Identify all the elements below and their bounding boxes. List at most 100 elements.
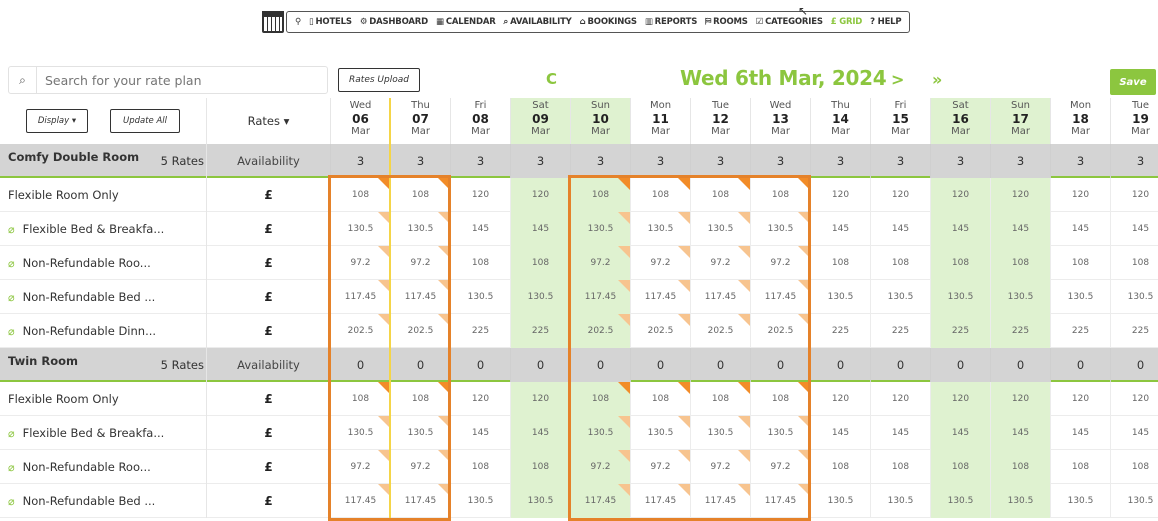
availability-cell[interactable]: 0: [990, 348, 1050, 382]
rate-cell[interactable]: 108: [930, 246, 990, 280]
availability-cell[interactable]: 3: [510, 144, 570, 178]
rate-cell[interactable]: 108: [450, 450, 510, 484]
rate-cell[interactable]: 108: [570, 382, 630, 416]
rate-cell[interactable]: 145: [930, 416, 990, 450]
rate-cell[interactable]: 108: [1050, 450, 1110, 484]
day-header-09[interactable]: Sat 09 Mar: [510, 98, 570, 144]
rate-cell[interactable]: 130.5: [870, 280, 930, 314]
rate-cell[interactable]: 130.5: [1110, 484, 1158, 518]
rate-cell[interactable]: 145: [450, 212, 510, 246]
rate-cell[interactable]: 130.5: [810, 280, 870, 314]
rate-cell[interactable]: 120: [450, 178, 510, 212]
availability-cell[interactable]: 0: [930, 348, 990, 382]
rate-cell[interactable]: 145: [870, 416, 930, 450]
rate-cell[interactable]: 108: [570, 178, 630, 212]
availability-cell[interactable]: 3: [630, 144, 690, 178]
nav-item-calendar[interactable]: ▦ CALENDAR: [436, 17, 496, 27]
nav-item-bookings[interactable]: ⌂ BOOKINGS: [580, 17, 637, 27]
availability-cell[interactable]: 3: [390, 144, 450, 178]
nav-item-availability[interactable]: ⌕ AVAILABILITY: [504, 17, 572, 27]
nav-item-reports[interactable]: ▥ REPORTS: [645, 17, 698, 27]
rate-cell[interactable]: 145: [450, 416, 510, 450]
calendar-logo-icon[interactable]: [262, 11, 284, 33]
day-header-07[interactable]: Thu 07 Mar: [390, 98, 450, 144]
availability-cell[interactable]: 3: [330, 144, 390, 178]
rate-cell[interactable]: 225: [990, 314, 1050, 348]
rate-cell[interactable]: 130.5: [330, 416, 390, 450]
rate-cell[interactable]: 225: [450, 314, 510, 348]
rate-cell[interactable]: 130.5: [330, 212, 390, 246]
rate-name[interactable]: ⌀ Non-Refundable Roo...: [8, 450, 151, 484]
rate-cell[interactable]: 120: [1110, 178, 1158, 212]
rate-cell[interactable]: 108: [1050, 246, 1110, 280]
rate-cell[interactable]: 145: [810, 212, 870, 246]
rate-cell[interactable]: 120: [1110, 382, 1158, 416]
rate-cell[interactable]: 225: [810, 314, 870, 348]
rate-cell[interactable]: 120: [990, 178, 1050, 212]
rate-cell[interactable]: 225: [1050, 314, 1110, 348]
rate-cell[interactable]: 108: [450, 246, 510, 280]
rate-cell[interactable]: 130.5: [1050, 280, 1110, 314]
availability-cell[interactable]: 3: [690, 144, 750, 178]
rate-cell[interactable]: 145: [1050, 416, 1110, 450]
rate-name[interactable]: ⌀ Non-Refundable Bed ...: [8, 484, 155, 518]
availability-cell[interactable]: 3: [750, 144, 810, 178]
rate-cell[interactable]: 108: [630, 178, 690, 212]
rate-cell[interactable]: 97.2: [330, 246, 390, 280]
rate-cell[interactable]: 145: [510, 416, 570, 450]
rate-cell[interactable]: 117.45: [390, 280, 450, 314]
nav-item-grid[interactable]: £ GRID: [831, 17, 863, 27]
update-all-button[interactable]: Update All: [110, 109, 180, 133]
availability-cell[interactable]: 0: [1050, 348, 1110, 382]
availability-cell[interactable]: 0: [570, 348, 630, 382]
rate-cell[interactable]: 130.5: [750, 212, 810, 246]
search-icon[interactable]: ⌕: [9, 67, 37, 93]
nav-item-dashboard[interactable]: ⚙ DASHBOARD: [360, 17, 428, 27]
rate-cell[interactable]: 97.2: [390, 450, 450, 484]
day-header-14[interactable]: Thu 14 Mar: [810, 98, 870, 144]
nav-item-categories[interactable]: ☑ CATEGORIES: [756, 17, 823, 27]
availability-cell[interactable]: 0: [690, 348, 750, 382]
rate-cell[interactable]: 120: [450, 382, 510, 416]
day-header-06[interactable]: Wed 06 Mar: [330, 98, 390, 144]
rate-cell[interactable]: 130.5: [690, 212, 750, 246]
rate-cell[interactable]: 120: [1050, 382, 1110, 416]
rate-cell[interactable]: 145: [990, 212, 1050, 246]
rate-cell[interactable]: 202.5: [690, 314, 750, 348]
nav-item-rooms[interactable]: ⛿ ROOMS: [705, 17, 748, 27]
rate-cell[interactable]: 130.5: [990, 484, 1050, 518]
day-header-12[interactable]: Tue 12 Mar: [690, 98, 750, 144]
save-button[interactable]: Save: [1110, 69, 1156, 95]
rate-cell[interactable]: 202.5: [330, 314, 390, 348]
rate-cell[interactable]: 202.5: [570, 314, 630, 348]
availability-cell[interactable]: 0: [750, 348, 810, 382]
day-header-15[interactable]: Fri 15 Mar: [870, 98, 930, 144]
rate-cell[interactable]: 130.5: [630, 212, 690, 246]
rate-cell[interactable]: 117.45: [570, 484, 630, 518]
rate-cell[interactable]: 108: [990, 450, 1050, 484]
rate-cell[interactable]: 130.5: [450, 484, 510, 518]
refresh-icon[interactable]: C: [546, 70, 558, 88]
rate-cell[interactable]: 145: [510, 212, 570, 246]
rate-cell[interactable]: 130.5: [1110, 280, 1158, 314]
day-header-08[interactable]: Fri 08 Mar: [450, 98, 510, 144]
rate-cell[interactable]: 97.2: [570, 246, 630, 280]
availability-cell[interactable]: 0: [630, 348, 690, 382]
rate-cell[interactable]: 130.5: [390, 416, 450, 450]
rate-cell[interactable]: 145: [1110, 416, 1158, 450]
rate-cell[interactable]: 145: [990, 416, 1050, 450]
rate-cell[interactable]: 108: [810, 450, 870, 484]
rate-cell[interactable]: 120: [510, 178, 570, 212]
rate-cell[interactable]: 145: [1050, 212, 1110, 246]
rate-cell[interactable]: 130.5: [810, 484, 870, 518]
rate-cell[interactable]: 130.5: [990, 280, 1050, 314]
next-day-button[interactable]: >: [891, 70, 905, 89]
rate-cell[interactable]: 97.2: [750, 450, 810, 484]
rate-cell[interactable]: 117.45: [330, 280, 390, 314]
rate-cell[interactable]: 145: [930, 212, 990, 246]
rate-cell[interactable]: 130.5: [510, 484, 570, 518]
rate-cell[interactable]: 97.2: [690, 450, 750, 484]
rate-cell[interactable]: 130.5: [450, 280, 510, 314]
rates-dropdown[interactable]: Rates ▾: [206, 98, 330, 144]
availability-cell[interactable]: 0: [1110, 348, 1158, 382]
